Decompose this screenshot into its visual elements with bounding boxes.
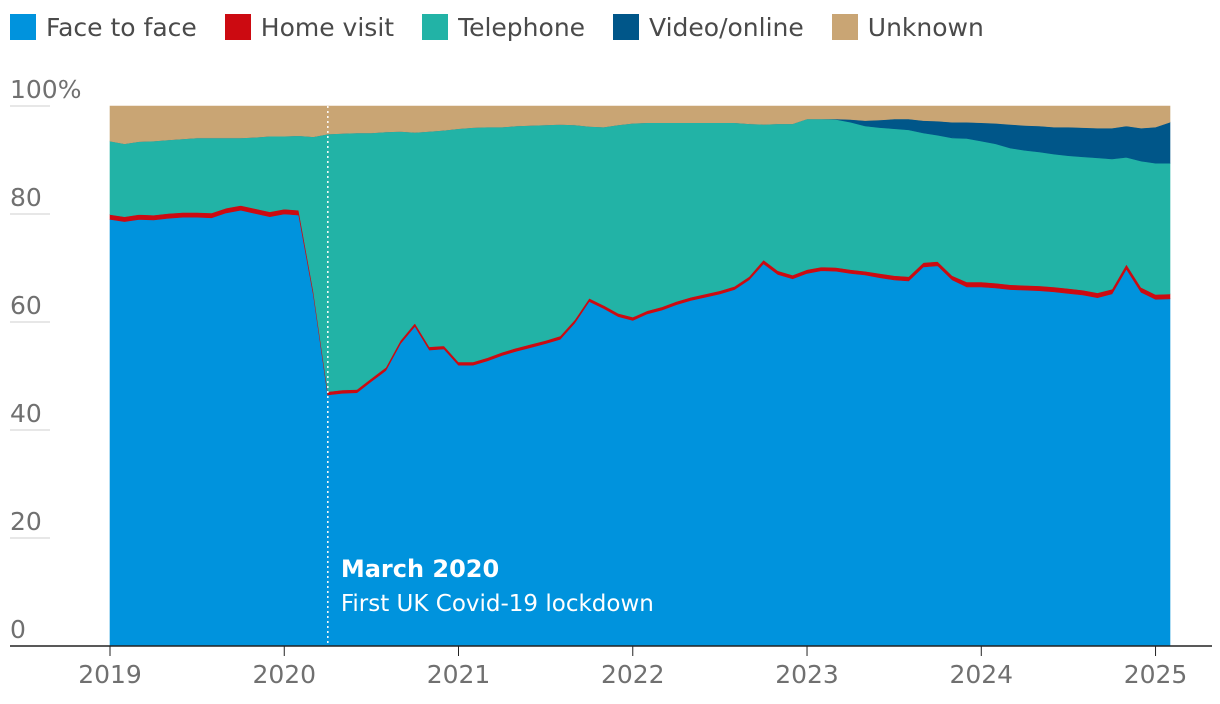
- legend-swatch-home-visit: [224, 14, 251, 40]
- legend-item-telephone: Telephone: [422, 13, 585, 42]
- annotation-title: March 2020: [341, 555, 499, 583]
- legend-label-video-online: Video/online: [649, 12, 804, 42]
- chart-legend: Face to face Home visit Telephone Video/…: [10, 10, 1012, 44]
- y-tick-label: 0: [10, 615, 26, 644]
- legend-label-face-to-face: Face to face: [46, 12, 197, 42]
- y-tick-label: 20: [10, 507, 42, 536]
- legend-swatch-unknown: [831, 14, 858, 40]
- legend-item-face-to-face: Face to face: [10, 13, 197, 42]
- area-unknown: [109, 105, 1171, 145]
- legend-swatch-video-online: [613, 14, 640, 40]
- annotation-text: First UK Covid-19 lockdown: [341, 591, 654, 617]
- y-axis: 0 20 40 60 80 100%: [10, 75, 81, 644]
- legend-label-telephone: Telephone: [458, 12, 586, 42]
- x-tick-label: 2024: [949, 660, 1013, 689]
- legend-item-unknown: Unknown: [831, 12, 984, 42]
- annotation-lockdown: March 2020 First UK Covid-19 lockdown: [327, 106, 654, 646]
- x-tick-label: 2019: [78, 660, 142, 689]
- y-tick-label: 60: [10, 291, 42, 320]
- legend-label-home-visit: Home visit: [260, 12, 395, 42]
- legend-item-video-online: Video/online: [613, 13, 804, 42]
- y-tick-label: 40: [10, 399, 42, 428]
- chart-areas: [109, 105, 1171, 647]
- legend-swatch-face-to-face: [10, 14, 36, 40]
- x-tick-label: 2025: [1124, 660, 1188, 689]
- legend-label-unknown: Unknown: [867, 12, 984, 42]
- legend-swatch-telephone: [422, 14, 449, 40]
- x-tick-label: 2021: [427, 660, 491, 689]
- legend-item-home-visit: Home visit: [224, 12, 395, 42]
- y-tick-label: 80: [10, 183, 42, 212]
- x-tick-label: 2022: [601, 660, 665, 689]
- x-tick-label: 2020: [252, 660, 316, 689]
- x-tick-label: 2023: [775, 660, 839, 689]
- x-axis: 2019 2020 2021 2022 2023 2024 2025: [10, 645, 1212, 689]
- y-tick-label: 100%: [10, 75, 81, 104]
